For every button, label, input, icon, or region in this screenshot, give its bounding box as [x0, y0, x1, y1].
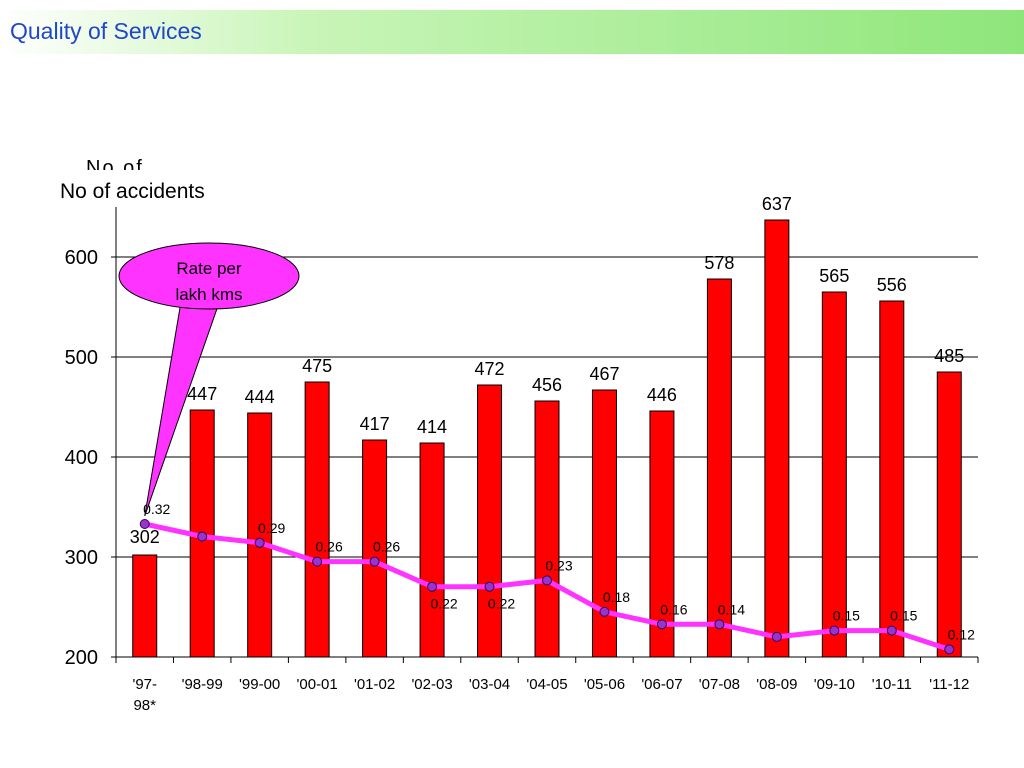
x-tick-label: '06-07 [641, 676, 682, 693]
bar-series: 302 447 444 475 417 414 472 456 467 446 578 637 565 5… [130, 194, 964, 658]
bar-value-label: 444 [245, 387, 275, 407]
bar [132, 554, 158, 658]
rate-callout: Rate per lakh kms [118, 242, 300, 517]
bar [362, 439, 388, 658]
rate-point [312, 556, 323, 567]
x-tick-label: '99-00 [239, 676, 280, 693]
rate-value-label: 0.22 [488, 596, 515, 612]
bar-value-label: 556 [877, 275, 907, 295]
bar [247, 412, 273, 658]
axes: 200 300 400 500 600 '97- 98* '98-99 '99-00 '00-01… [65, 207, 979, 714]
bar [477, 384, 503, 658]
rate-series: 0.32 0.29 0.26 0.26 0.22 0.22 0.23 0.18 0.16 0.14… [139, 501, 975, 655]
y-tick-label: 500 [65, 347, 98, 369]
bar-value-label: 414 [417, 417, 447, 437]
rate-point [656, 619, 667, 630]
y-tick-label: 300 [65, 547, 98, 569]
bar-value-label: 637 [762, 194, 792, 214]
x-tick-label: '00-01 [297, 676, 338, 693]
x-tick-label: 98* [133, 697, 156, 714]
bar [419, 442, 445, 658]
rate-point [542, 575, 552, 586]
rate-value-label: 0.14 [718, 601, 745, 617]
callout-text-line2: lakh kms [175, 285, 242, 304]
x-tick-label: '08-09 [756, 676, 797, 693]
bar-value-label: 472 [475, 359, 505, 379]
x-tick-label: '11-12 [929, 676, 969, 693]
rate-value-label: 0.15 [890, 608, 917, 624]
rate-point [599, 606, 610, 617]
y-tick-label: 600 [65, 247, 98, 269]
bar [706, 278, 732, 658]
slide-title: Quality of Services [10, 18, 202, 44]
bar [936, 371, 962, 658]
rate-point [254, 537, 265, 548]
x-tick-label: '03-04 [469, 676, 510, 693]
rate-value-label: 0.22 [430, 596, 457, 612]
bar [534, 400, 560, 658]
rate-value-label: 0.26 [373, 539, 400, 555]
bar-value-label: 467 [589, 364, 619, 384]
callout-text-line1: Rate per [176, 259, 242, 278]
rate-point [886, 625, 897, 636]
bar-value-label: 456 [532, 375, 562, 395]
bar-value-label: 565 [819, 266, 849, 286]
y-tick-label: 400 [65, 447, 98, 469]
x-tick-label: '07-08 [699, 676, 740, 693]
bar-value-label: 475 [302, 356, 332, 376]
rate-point [139, 519, 150, 529]
bar [591, 389, 617, 658]
callout-bubble [118, 242, 300, 310]
y-axis-title: No of accidents [60, 180, 205, 203]
x-tick-label: '02-03 [411, 676, 452, 693]
bar-value-label: 302 [130, 527, 160, 547]
rate-point [369, 556, 380, 567]
stray-heading-fragment: No of [86, 158, 144, 170]
rate-value-label: 0.29 [258, 520, 285, 536]
rate-point [771, 631, 782, 642]
bar-value-label: 447 [187, 384, 217, 404]
bar [304, 381, 330, 658]
bar [879, 300, 905, 658]
x-tick-label: '04-05 [526, 676, 567, 693]
rate-point [714, 619, 725, 630]
rate-value-label: 0.23 [545, 557, 572, 573]
y-tick-label: 200 [65, 647, 98, 669]
x-tick-label: '09-10 [814, 676, 855, 693]
rate-point [944, 644, 955, 655]
bar [821, 291, 847, 658]
rate-point [484, 581, 495, 592]
rate-value-label: 0.32 [143, 501, 170, 517]
rate-value-label: 0.15 [833, 608, 860, 624]
bar [764, 219, 790, 658]
bar-value-label: 446 [647, 385, 677, 405]
bar-value-label: 417 [360, 414, 390, 434]
bar-value-label: 485 [934, 346, 964, 366]
x-tick-label: '97- [132, 676, 157, 693]
bar [649, 410, 675, 658]
title-banner: Quality of Services [0, 10, 1024, 54]
rate-point [829, 625, 840, 636]
rate-value-label: 0.16 [660, 601, 687, 617]
rate-point [427, 581, 438, 592]
x-tick-label: '01-02 [354, 676, 395, 693]
x-tick-label: '05-06 [584, 676, 625, 693]
rate-value-label: 0.18 [603, 589, 630, 605]
rate-point [197, 531, 208, 542]
rate-value-label: 0.12 [948, 626, 975, 642]
rate-value-label: 0.26 [316, 539, 343, 555]
bar-value-label: 578 [704, 253, 734, 273]
x-tick-label: '98-99 [182, 676, 223, 693]
x-tick-label: '10-11 [872, 676, 912, 693]
